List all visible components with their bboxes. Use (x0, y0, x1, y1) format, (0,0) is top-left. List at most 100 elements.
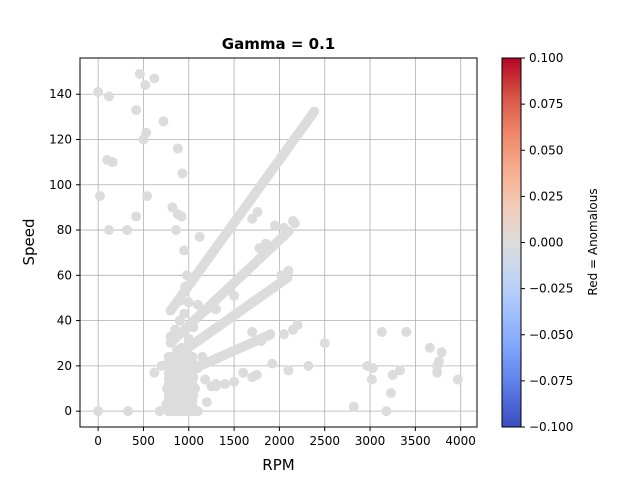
x-tick-label: 1500 (219, 434, 250, 448)
colorbar-ticks: 0.100 0.075 0.050 0.025 0.000 −0.025 −0.050 −0.… (521, 51, 573, 434)
scatter-point (134, 68, 145, 79)
scatter-point (283, 226, 294, 237)
scatter-point (94, 191, 105, 202)
scatter-point (436, 347, 447, 358)
scatter-point (220, 378, 231, 389)
scatter-point (187, 351, 198, 362)
scatter-point (238, 367, 249, 378)
scatter-point (381, 406, 392, 417)
x-axis-label: RPM (262, 456, 294, 474)
colorbar-tick-label: 0.000 (529, 236, 563, 250)
chart-title: Gamma = 0.1 (222, 35, 335, 53)
colorbar-tick-label: 0.025 (529, 189, 563, 203)
scatter-point (149, 367, 160, 378)
scatter-point (303, 360, 314, 371)
scatter-point (433, 356, 444, 367)
scatter-point (424, 342, 435, 353)
colorbar-tick-label: 0.075 (529, 97, 563, 111)
y-tick-label: 120 (49, 132, 72, 146)
scatter-point (149, 73, 160, 84)
scatter-point (179, 308, 190, 319)
scatter-point (401, 326, 412, 337)
x-tick-label: 2000 (264, 434, 295, 448)
y-tick-label: 100 (49, 178, 72, 192)
scatter-point (93, 406, 104, 417)
x-axis-ticks: 0 500 1000 1500 2000 2500 3000 3500 4000 (94, 427, 476, 448)
scatter-point (131, 211, 142, 222)
scatter-point (289, 218, 300, 229)
y-axis-ticks: 0 20 40 60 80 100 120 140 (49, 87, 80, 418)
scatter-point (452, 374, 463, 385)
scatter-point (107, 157, 118, 168)
scatter-point (93, 86, 104, 97)
scatter-point (142, 191, 153, 202)
colorbar-tick-label: −0.050 (529, 328, 573, 342)
scatter-point (179, 245, 190, 256)
scatter-point (123, 406, 134, 417)
scatter-point (251, 369, 262, 380)
scatter-point (309, 106, 320, 117)
scatter-point (247, 326, 258, 337)
colorbar-tick-label: −0.075 (529, 374, 573, 388)
scatter-point (201, 397, 212, 408)
scatter-point (387, 369, 398, 380)
scatter-point (348, 401, 359, 412)
colorbar-tick-label: 0.100 (529, 51, 563, 65)
scatter-point (252, 206, 263, 217)
y-tick-label: 0 (64, 404, 72, 418)
scatter-point (278, 329, 289, 340)
y-tick-label: 60 (57, 268, 72, 282)
x-tick-label: 3000 (355, 434, 386, 448)
y-tick-label: 40 (57, 314, 72, 328)
scatter-point (229, 376, 240, 387)
scatter-point (138, 134, 149, 145)
x-tick-label: 500 (132, 434, 155, 448)
scatter-point (247, 213, 258, 224)
scatter-point (229, 290, 240, 301)
scatter-point (194, 231, 205, 242)
y-tick-label: 20 (57, 359, 72, 373)
scatter-point (171, 225, 182, 236)
scatter-point (131, 105, 142, 116)
scatter-point (269, 220, 280, 231)
scatter-point (263, 330, 274, 341)
x-tick-label: 3500 (400, 434, 431, 448)
scatter-point (366, 374, 377, 385)
scatter-point (172, 143, 183, 154)
scatter-point (283, 365, 294, 376)
scatter-point (432, 367, 443, 378)
scatter-point (192, 299, 203, 310)
x-tick-label: 1000 (173, 434, 204, 448)
scatter-point (210, 378, 221, 389)
scatter-point (385, 388, 396, 399)
plot-frame (79, 57, 478, 428)
colorbar-tick-label: −0.025 (529, 282, 573, 296)
scatter-point (319, 338, 330, 349)
scatter-point (367, 363, 378, 374)
scatter-point (376, 326, 387, 337)
scatter-point (292, 320, 303, 331)
scatter-points (93, 68, 463, 417)
colorbar-tick-label: −0.100 (529, 420, 573, 434)
colorbar (501, 57, 522, 428)
scatter-point (267, 358, 278, 369)
colorbar-tick-label: 0.050 (529, 143, 563, 157)
scatter-point (177, 168, 188, 179)
scatter-point (122, 225, 133, 236)
scatter-point (394, 365, 405, 376)
colorbar-label: Red = Anomalous (586, 188, 600, 295)
y-axis-label: Speed (20, 218, 38, 265)
scatter-point (104, 91, 115, 102)
scatter-point (282, 272, 293, 283)
scatter-point (176, 211, 187, 222)
scatter-point (200, 374, 211, 385)
x-tick-label: 0 (94, 434, 102, 448)
y-tick-label: 140 (49, 87, 72, 101)
scatter-point (140, 80, 151, 91)
x-tick-label: 4000 (445, 434, 476, 448)
scatter-point (158, 116, 169, 127)
scatter-point (104, 225, 115, 236)
scatter-point (154, 406, 165, 417)
y-tick-label: 80 (57, 223, 72, 237)
